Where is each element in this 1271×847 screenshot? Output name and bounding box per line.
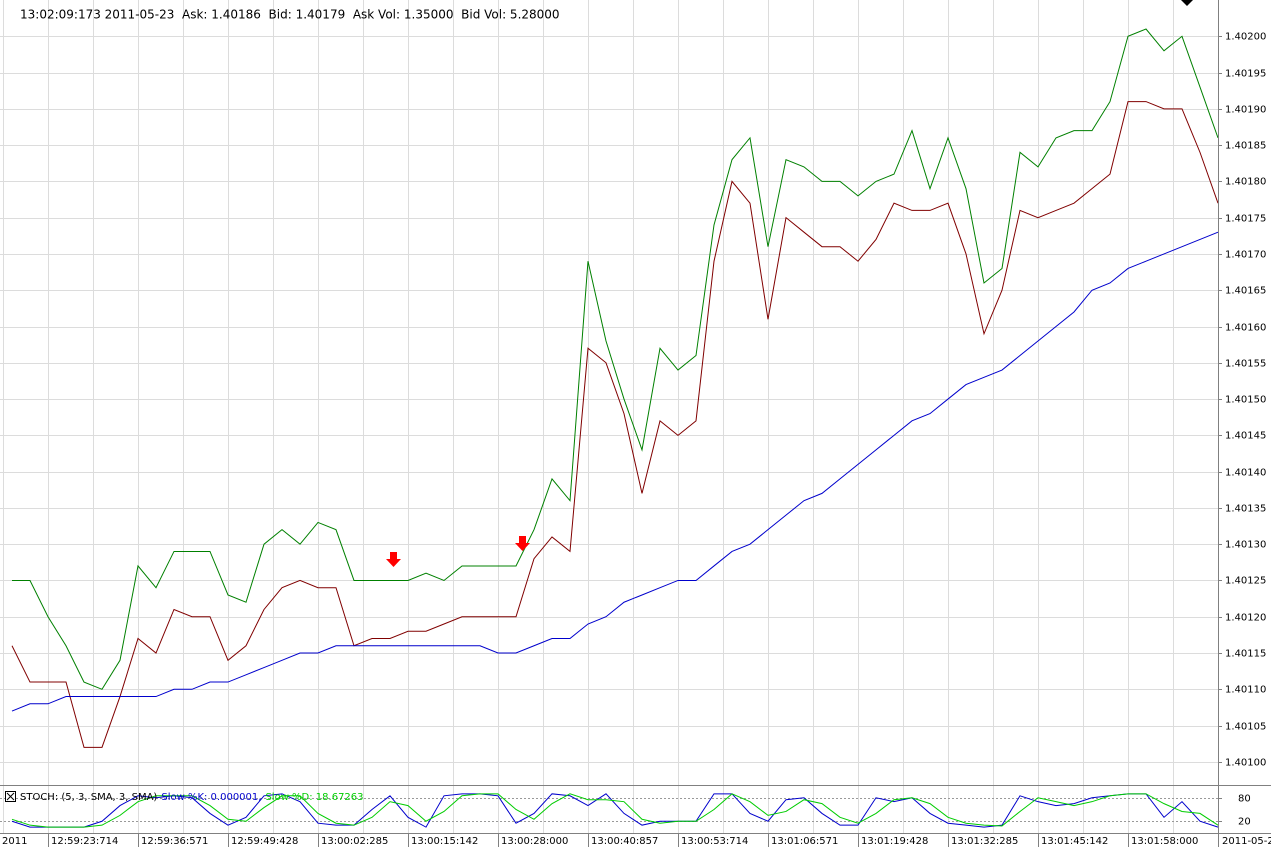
indicator-legend: STOCH: (5, 3, SMA, 3, SMA) Slow %K: 0.000… bbox=[20, 792, 364, 803]
series-line bbox=[11, 793, 1219, 828]
signal-arrow bbox=[515, 536, 530, 551]
plot bbox=[11, 28, 1219, 828]
y-tick-label: 1.40180 bbox=[1225, 177, 1266, 188]
x-tick-label: 13:00:02:285 bbox=[321, 836, 388, 847]
y-tick-label: 80 bbox=[1238, 794, 1251, 805]
y-tick-label: 1.40150 bbox=[1225, 395, 1266, 406]
y-tick-label: 1.40200 bbox=[1225, 32, 1266, 43]
y-tick-label: 1.40120 bbox=[1225, 613, 1266, 624]
y-tick-label: 1.40100 bbox=[1225, 758, 1266, 769]
x-tick-label: 12:59:49:428 bbox=[231, 836, 298, 847]
y-tick-label: 1.40165 bbox=[1225, 286, 1266, 297]
y-tick-label: 1.40110 bbox=[1225, 685, 1266, 696]
y-tick-label: 1.40160 bbox=[1225, 323, 1266, 334]
y-tick-label: 1.40195 bbox=[1225, 69, 1266, 80]
series-line bbox=[11, 793, 1219, 828]
legend-entry: Slow %K: 0.000001, bbox=[161, 792, 261, 803]
y-tick-label: 1.40125 bbox=[1225, 576, 1266, 587]
position-marker bbox=[1181, 0, 1193, 6]
x-tick-label: 13:00:40:857 bbox=[591, 836, 658, 847]
series-line bbox=[11, 231, 1219, 712]
x-tick-label: 13:01:06:571 bbox=[771, 836, 838, 847]
y-tick-label: 1.40145 bbox=[1225, 431, 1266, 442]
indicator-title: STOCH: (5, 3, SMA, 3, SMA) bbox=[20, 792, 157, 803]
y-tick-label: 1.40170 bbox=[1225, 250, 1266, 261]
chart-title: 13:02:09:173 2011-05-23 Ask: 1.40186 Bid… bbox=[20, 8, 560, 22]
legend-entry: Slow %D: 18.67263 bbox=[265, 792, 363, 803]
y-tick-label: 1.40175 bbox=[1225, 214, 1266, 225]
series-line bbox=[12, 28, 1219, 690]
series-line bbox=[11, 101, 1219, 748]
x-tick-label: 13:00:28:000 bbox=[501, 836, 568, 847]
x-end-label: 2011-05-23 bbox=[1222, 836, 1271, 847]
x-tick-label: 13:00:53:714 bbox=[681, 836, 748, 847]
x-tick-label: 12:59:23:714 bbox=[51, 836, 118, 847]
y-tick-label: 1.40105 bbox=[1225, 722, 1266, 733]
y-tick-label: 1.40135 bbox=[1225, 504, 1266, 515]
x-tick-label: 13:00:15:142 bbox=[411, 836, 478, 847]
y-tick-label: 1.40130 bbox=[1225, 540, 1266, 551]
y-tick-label: 1.40155 bbox=[1225, 359, 1266, 370]
x-start-label: 2011 bbox=[2, 836, 27, 847]
x-tick-label: 13:01:32:285 bbox=[951, 836, 1018, 847]
x-tick-label: 13:01:19:428 bbox=[861, 836, 928, 847]
y-tick-label: 1.40140 bbox=[1225, 468, 1266, 479]
x-tick-label: 13:01:45:142 bbox=[1041, 836, 1108, 847]
y-tick-label: 1.40185 bbox=[1225, 141, 1266, 152]
y-tick-label: 1.40190 bbox=[1225, 105, 1266, 116]
pane-icon-cross bbox=[6, 792, 15, 801]
x-tick-label: 13:01:58:000 bbox=[1131, 836, 1198, 847]
signal-arrow bbox=[386, 552, 401, 567]
y-tick-label: 20 bbox=[1238, 817, 1251, 828]
y-tick-label: 1.40115 bbox=[1225, 649, 1266, 660]
x-tick-label: 12:59:36:571 bbox=[141, 836, 208, 847]
